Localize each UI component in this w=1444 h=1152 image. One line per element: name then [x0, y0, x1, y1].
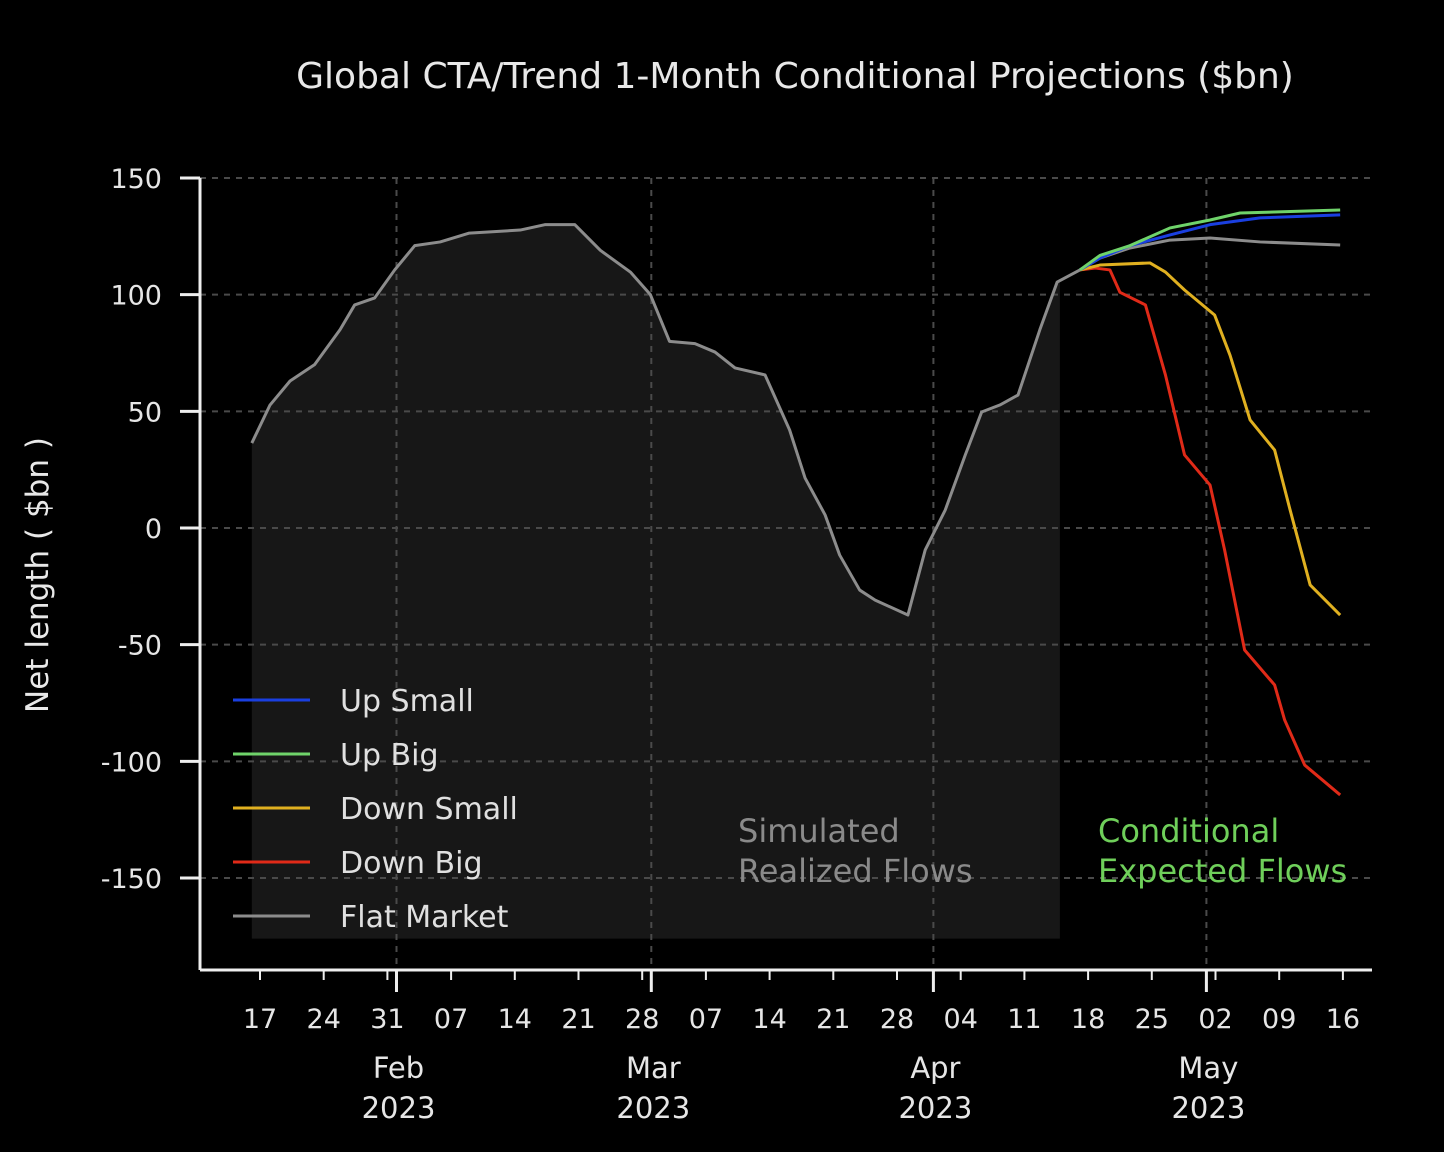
series-line-up-small	[1079, 213, 1341, 272]
y-tick-label: 50	[128, 397, 162, 428]
x-tick-label: 28	[880, 1004, 914, 1035]
legend-label: Down Small	[340, 792, 518, 827]
x-tick-label: 07	[434, 1004, 468, 1035]
y-tick-label: -100	[101, 747, 162, 778]
annotation-text: Expected Flows	[1098, 852, 1347, 890]
gridlines	[200, 177, 1372, 970]
series-line-up-big	[1079, 208, 1341, 272]
x-tick-label: 04	[944, 1004, 978, 1035]
legend-label: Up Big	[340, 738, 439, 773]
x-tick-label: 14	[752, 1004, 786, 1035]
y-tick-label: 100	[110, 281, 162, 312]
y-axis-label: Net length ( $bn )	[20, 437, 56, 713]
legend-label: Up Small	[340, 684, 474, 719]
series-line-down-small	[1079, 261, 1342, 617]
y-tick-label: 150	[110, 164, 162, 195]
x-year-label: 2023	[616, 1091, 690, 1125]
x-tick-label: 07	[689, 1004, 723, 1035]
chart-title: Global CTA/Trend 1-Month Conditional Pro…	[296, 56, 1294, 97]
x-tick-label: 17	[243, 1004, 277, 1035]
legend-label: Down Big	[340, 846, 483, 881]
annotation-text: Realized Flows	[738, 852, 973, 890]
x-tick-label: 14	[498, 1004, 532, 1035]
x-month-label: May	[1178, 1051, 1238, 1085]
series-lines	[250, 208, 1342, 797]
x-tick-label: 21	[561, 1004, 595, 1035]
x-tick-label: 16	[1326, 1004, 1360, 1035]
x-tick-label: 31	[370, 1004, 404, 1035]
x-month-label: Apr	[910, 1051, 960, 1085]
y-tick-label: -150	[101, 864, 162, 895]
x-tick-label: 02	[1198, 1004, 1232, 1035]
x-tick-label: 18	[1071, 1004, 1105, 1035]
x-tick-label: 24	[307, 1004, 341, 1035]
y-tick-label: -50	[118, 631, 162, 662]
axes: 150 100 50 0 -50 -100 -150 17 24 31 07 14 21 28 07 14 21…	[101, 164, 1372, 1125]
legend: Up Small Up Big Down Small Down Big Flat Mar…	[233, 684, 518, 935]
x-year-label: 2023	[898, 1091, 972, 1125]
x-tick-label: 25	[1135, 1004, 1169, 1035]
y-tick-label: 0	[145, 514, 162, 545]
realized-region	[251, 224, 1060, 939]
annotation-text: Simulated	[738, 812, 900, 850]
x-tick-label: 28	[625, 1004, 659, 1035]
legend-label: Flat Market	[340, 900, 509, 935]
x-tick-label: 09	[1262, 1004, 1296, 1035]
x-month-label: Mar	[626, 1051, 681, 1085]
annotation-text: Conditional	[1098, 812, 1279, 850]
series-line-flat-market	[250, 223, 1341, 617]
x-tick-label: 21	[816, 1004, 850, 1035]
realized-shaded-area	[251, 224, 1060, 939]
x-month-label: Feb	[373, 1051, 424, 1085]
x-year-label: 2023	[1171, 1091, 1245, 1125]
x-year-label: 2023	[362, 1091, 436, 1125]
x-tick-label: 11	[1007, 1004, 1041, 1035]
series-line-down-big	[1079, 266, 1342, 797]
